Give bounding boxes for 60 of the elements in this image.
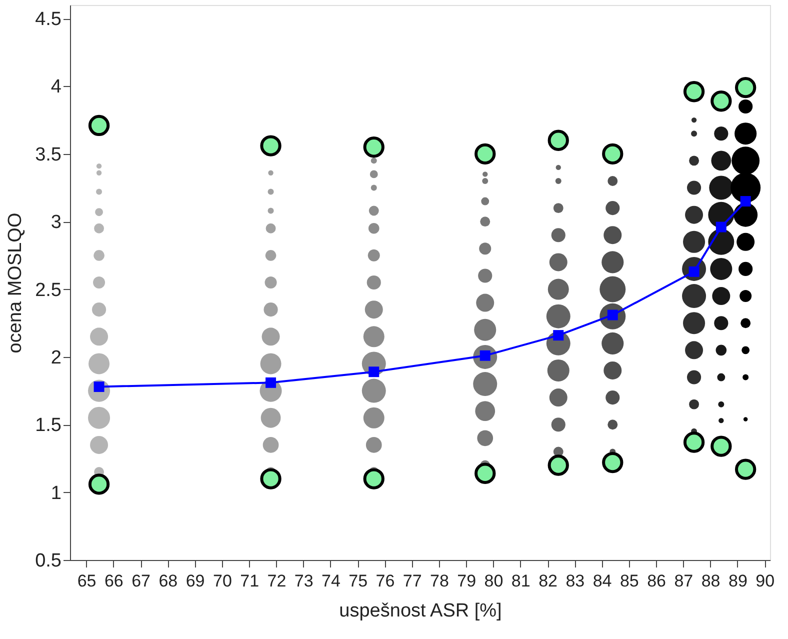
x-tick-label: 86	[647, 572, 666, 590]
x-tick-label: 65	[77, 572, 96, 590]
point	[602, 143, 624, 164]
y-tick-label: 2.5	[35, 280, 62, 301]
point	[710, 90, 732, 112]
point	[474, 462, 496, 484]
point	[683, 81, 705, 102]
point	[363, 468, 384, 490]
y-tick-label: 1	[50, 482, 62, 504]
x-tick-label: 72	[267, 572, 286, 590]
x-tick-label: 82	[538, 572, 558, 590]
point	[735, 458, 756, 480]
point	[735, 77, 756, 98]
x-tick-label: 80	[484, 572, 504, 590]
x-tick-label: 66	[104, 572, 124, 590]
point	[548, 454, 569, 476]
x-tick-label: 79	[457, 572, 476, 590]
point	[260, 468, 282, 490]
y-tick-label: 0.5	[35, 550, 62, 572]
x-tick-label: 89	[728, 572, 748, 590]
point	[710, 436, 732, 457]
x-tick-label: 75	[348, 572, 368, 590]
y-tick-label: 3	[50, 212, 62, 234]
x-tick-label: 87	[674, 572, 694, 590]
x-tick-label: 84	[592, 572, 612, 590]
x-tick-label: 77	[402, 572, 422, 590]
y-tick-label: 1.5	[35, 415, 62, 436]
point	[88, 474, 110, 495]
point	[553, 330, 564, 341]
y-tick-label: 4	[50, 76, 62, 98]
point	[260, 135, 282, 156]
x-tick-label: 74	[322, 572, 340, 590]
point	[548, 130, 569, 151]
y-tick-label: 2	[50, 347, 62, 368]
y-axis-title: ocena MOSLQO	[5, 212, 26, 354]
point	[88, 114, 110, 136]
x-tick-label: 67	[132, 572, 151, 590]
x-tick-label: 70	[212, 572, 232, 590]
x-axis-title: uspešnost ASR [%]	[339, 600, 502, 622]
point	[740, 196, 751, 207]
x-tick-label: 73	[294, 572, 314, 590]
point	[716, 222, 726, 232]
point	[368, 366, 380, 378]
x-tick-label: 85	[620, 572, 639, 590]
x-tick-label: 69	[186, 572, 205, 590]
x-tick-label: 76	[376, 572, 395, 590]
y-tick-label: 4.5	[35, 9, 62, 30]
x-tick-label: 68	[158, 572, 178, 590]
x-tick-label: 83	[566, 572, 585, 590]
point	[602, 452, 624, 474]
x-tick-label: 71	[240, 572, 260, 590]
y-tick-label: 3.5	[35, 144, 62, 166]
x-tick-label: 90	[756, 572, 775, 590]
point	[266, 377, 276, 388]
point	[683, 432, 705, 453]
x-tick-label: 88	[701, 572, 720, 590]
point	[474, 143, 496, 164]
x-tick-label: 81	[511, 572, 530, 590]
point	[363, 136, 384, 158]
x-tick-label: 78	[430, 572, 449, 590]
